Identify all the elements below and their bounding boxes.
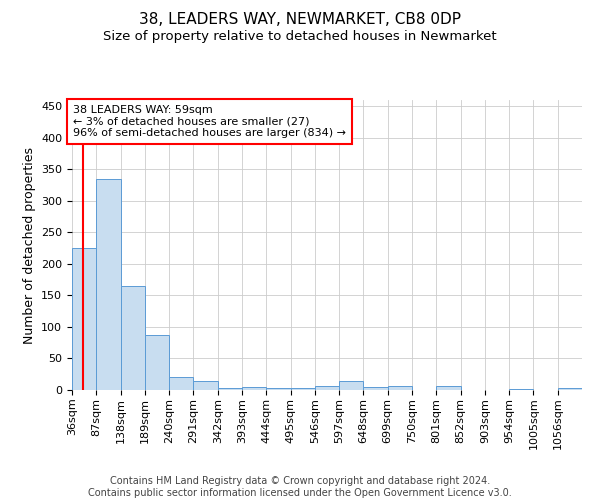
Bar bbox=[339, 381, 364, 390]
Bar bbox=[290, 388, 315, 390]
Bar bbox=[558, 388, 582, 390]
Bar bbox=[121, 286, 145, 390]
Bar bbox=[145, 334, 169, 390]
Bar bbox=[242, 387, 266, 390]
Text: Size of property relative to detached houses in Newmarket: Size of property relative to detached ho… bbox=[103, 30, 497, 43]
Bar bbox=[436, 386, 461, 390]
Bar bbox=[169, 378, 193, 390]
Text: Contains HM Land Registry data © Crown copyright and database right 2024.
Contai: Contains HM Land Registry data © Crown c… bbox=[88, 476, 512, 498]
Y-axis label: Number of detached properties: Number of detached properties bbox=[23, 146, 35, 344]
Bar bbox=[266, 388, 290, 390]
Bar bbox=[315, 386, 339, 390]
Bar bbox=[193, 380, 218, 390]
Bar bbox=[72, 248, 96, 390]
Bar bbox=[388, 386, 412, 390]
Bar bbox=[218, 388, 242, 390]
Text: 38 LEADERS WAY: 59sqm
← 3% of detached houses are smaller (27)
96% of semi-detac: 38 LEADERS WAY: 59sqm ← 3% of detached h… bbox=[73, 105, 346, 138]
Bar bbox=[96, 179, 121, 390]
Text: 38, LEADERS WAY, NEWMARKET, CB8 0DP: 38, LEADERS WAY, NEWMARKET, CB8 0DP bbox=[139, 12, 461, 28]
Bar bbox=[364, 387, 388, 390]
